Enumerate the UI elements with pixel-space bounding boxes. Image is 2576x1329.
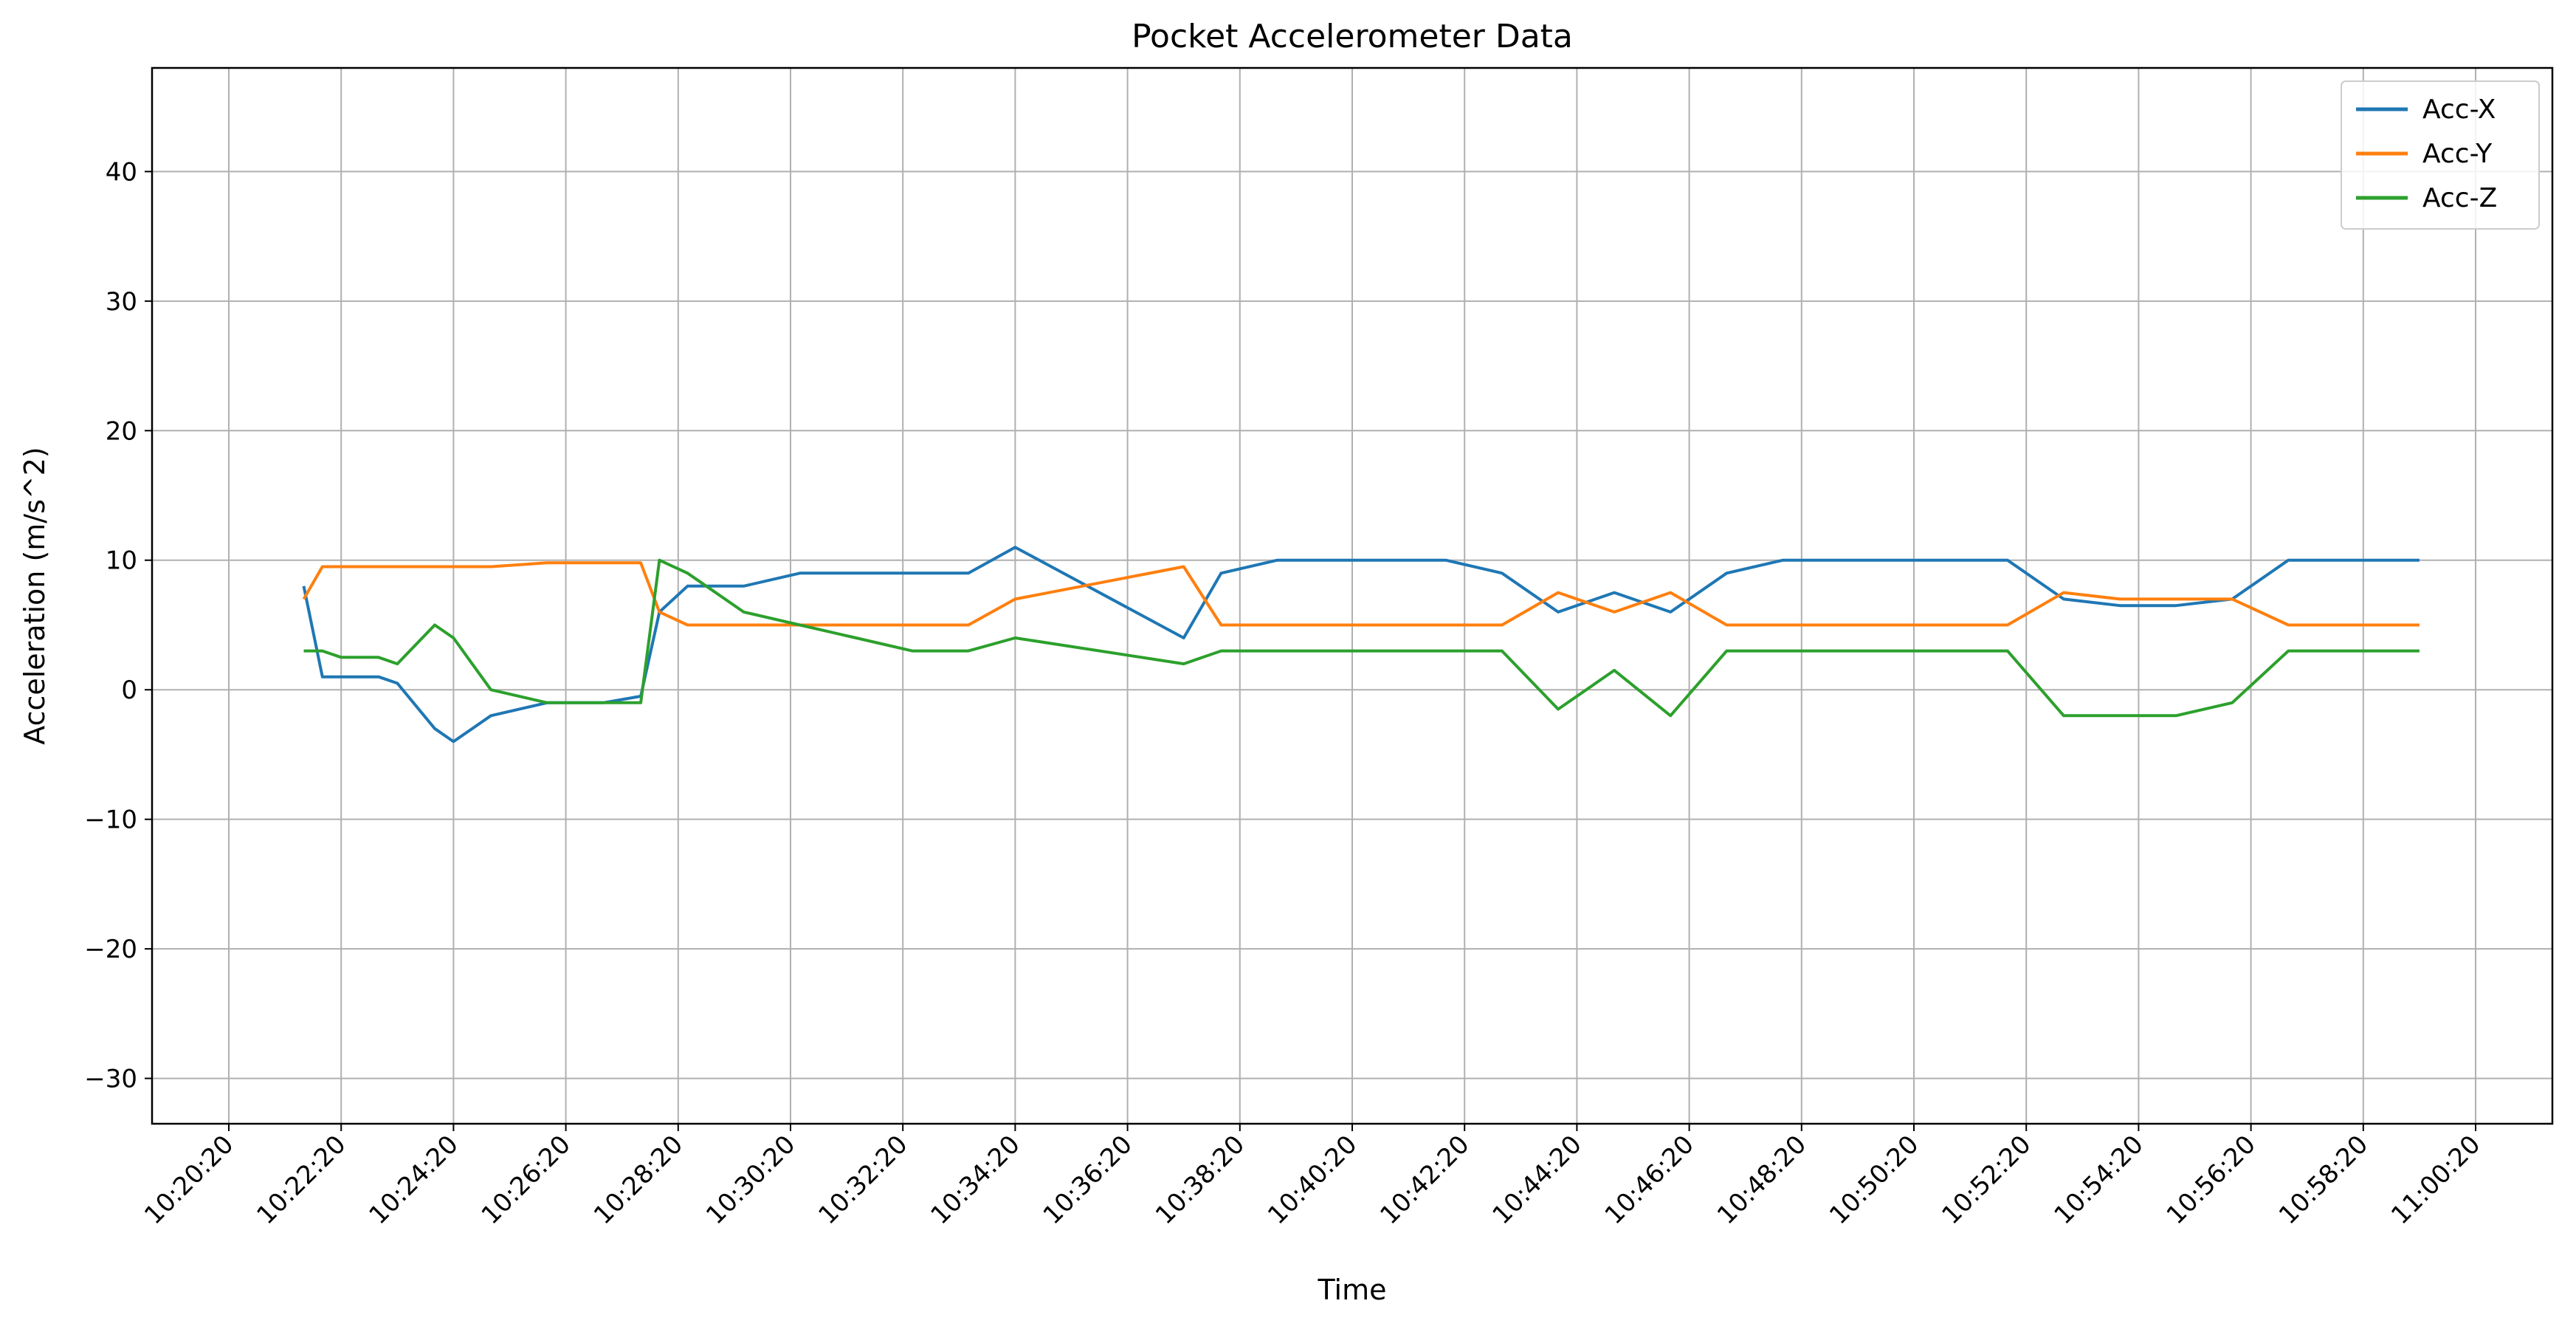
y-tick-label: −30 <box>84 1065 137 1094</box>
grid <box>152 68 2552 1124</box>
series-line-acc-x <box>302 546 2420 744</box>
legend-label-acc-y: Acc-Y <box>2422 139 2493 169</box>
y-tick-label: −20 <box>84 935 137 964</box>
legend-label-acc-z: Acc-Z <box>2422 183 2497 213</box>
x-axis-label: Time <box>1318 1274 1387 1306</box>
y-tick-label: 0 <box>121 676 137 705</box>
y-tick-label: 40 <box>106 157 137 187</box>
legend-label-acc-x: Acc-X <box>2422 95 2496 125</box>
y-tick-label: 10 <box>106 546 137 576</box>
series-line-acc-y <box>302 561 2420 627</box>
legend-box <box>2341 80 2540 230</box>
series-line-acc-z <box>303 558 2420 718</box>
series-layer <box>302 546 2420 744</box>
legend: Acc-X Acc-Y Acc-Z <box>2341 80 2540 230</box>
y-tick-label: 30 <box>106 287 137 317</box>
chart-title: Pocket Accelerometer Data <box>1132 18 1573 55</box>
y-tick-label: −10 <box>84 806 137 835</box>
y-tick-label: 20 <box>106 416 137 446</box>
y-axis-label: Acceleration (m/s^2) <box>18 447 51 745</box>
